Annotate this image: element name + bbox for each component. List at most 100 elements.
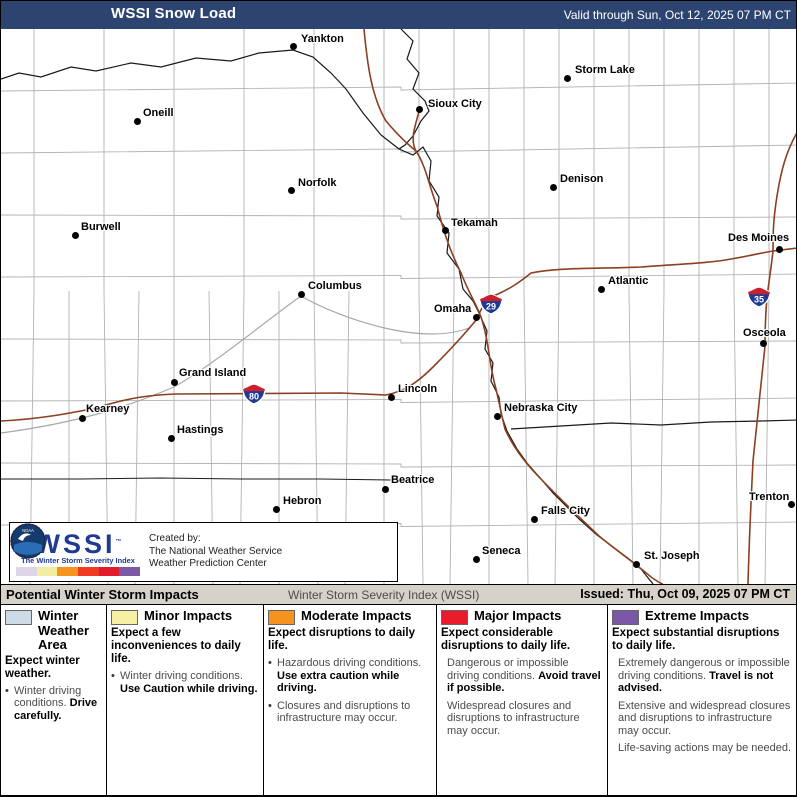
city-dot-storm-lake	[564, 75, 571, 82]
wssi-credit-box: WSSI™ The Winter Storm Severity Index NO…	[9, 522, 398, 582]
legend-column-moderate-impacts: Moderate Impacts Expect disruptions to da…	[264, 605, 437, 795]
legend-swatch-extreme-impacts	[612, 610, 639, 625]
map-canvas[interactable]: Yankton Storm Lake Sioux City Oneill Norfolk…	[1, 29, 796, 584]
legend-header-major-impacts: Major Impacts	[441, 608, 602, 625]
city-dot-st-joseph	[633, 561, 640, 568]
legend-item: Widespread closures and disruptions to i…	[441, 700, 602, 738]
issued-timestamp: Issued: Thu, Oct 09, 2025 07 PM CT	[580, 587, 790, 601]
legend-summary: Expect winter weather.	[5, 654, 80, 680]
info-bar-title: Potential Winter Storm Impacts	[6, 587, 199, 602]
city-label: Storm Lake	[575, 64, 635, 76]
legend-item: • Hazardous driving conditions. Use extra…	[268, 657, 431, 695]
city-dot-hebron	[273, 506, 280, 513]
title-bar: WSSI Snow Load Valid through Sun, Oct 12…	[1, 1, 796, 29]
city-label: Seneca	[482, 545, 521, 557]
legend-summary: Expect substantial disruptions to daily …	[612, 627, 780, 652]
city-dot-sioux-city	[416, 106, 423, 113]
city-dot-columbus	[298, 291, 305, 298]
city-dot-trenton	[788, 501, 795, 508]
legend-summary: Expect disruptions to daily life.	[268, 627, 415, 652]
legend-item-text: Extremely dangerous or impossible drivin…	[618, 657, 790, 694]
legend-summary: Expect considerable disruptions to daily…	[441, 627, 571, 652]
city-dot-kearney	[79, 415, 86, 422]
city-label: Omaha	[434, 303, 472, 315]
bullet-marker: •	[268, 657, 272, 669]
city-dot-denison	[550, 184, 557, 191]
colorbar-segment	[16, 566, 37, 576]
city-dot-grand-island	[171, 379, 178, 386]
legend-item: Life-saving actions may be needed.	[612, 742, 793, 755]
legend-title: Minor Impacts	[144, 608, 233, 623]
legend-item: • Closures and disruptions to infrastruct…	[268, 700, 431, 725]
wssi-tagline: The Winter Storm Severity Index	[21, 555, 135, 565]
city-label: Norfolk	[298, 177, 337, 189]
city-label: Columbus	[308, 280, 362, 292]
page-title: WSSI Snow Load	[111, 5, 237, 22]
city-label: Hastings	[177, 424, 224, 436]
city-dot-lincoln	[388, 394, 395, 401]
city-label: Osceola	[743, 327, 786, 339]
city-dot-burwell	[72, 232, 79, 239]
city-dot-seneca	[473, 556, 480, 563]
city-dot-atlantic	[598, 286, 605, 293]
colorbar-segment	[119, 566, 141, 576]
trademark-symbol: ™	[115, 538, 122, 545]
created-by-line: Created by:	[149, 533, 201, 545]
platte-river-line	[1, 295, 470, 434]
legend-item: Dangerous or impossible driving conditio…	[441, 657, 602, 695]
legend-item-text: Extensive and widespread closures and di…	[618, 699, 791, 737]
svg-text:29: 29	[486, 302, 496, 312]
colorbar-segment	[57, 566, 79, 576]
city-label: Yankton	[301, 33, 344, 45]
colorbar-segment	[98, 566, 120, 576]
legend-header-minor-impacts: Minor Impacts	[111, 608, 258, 625]
city-label: Tekamah	[451, 217, 498, 229]
map-linework	[1, 29, 796, 584]
legend-item: • Winter driving conditions. Use Caution …	[111, 670, 258, 695]
legend-item-text: Widespread closures and disruptions to i…	[447, 699, 580, 737]
legend-header-moderate-impacts: Moderate Impacts	[268, 608, 431, 625]
svg-text:NOAA: NOAA	[22, 528, 34, 533]
city-dot-nebraska-city	[494, 413, 501, 420]
city-dot-falls-city	[531, 516, 538, 523]
bullet-marker: •	[5, 684, 9, 697]
noaa-seal-icon: NOAA	[10, 523, 46, 559]
legend-item-text: Life-saving actions may be needed.	[618, 742, 792, 754]
city-dot-beatrice	[382, 486, 389, 493]
legend-item-text: Dangerous or impossible driving conditio…	[447, 657, 601, 694]
city-label: Kearney	[86, 403, 130, 415]
legend-title: Major Impacts	[474, 608, 562, 623]
created-by-line: The National Weather Service	[149, 545, 283, 557]
legend-header-winter-weather-area: Winter Weather Area	[5, 608, 101, 653]
legend-item-text: Winter driving conditions. Use Caution w…	[120, 670, 258, 695]
city-label: Grand Island	[179, 367, 247, 379]
legend-item: • Winter driving conditions. Drive carefu…	[5, 685, 101, 723]
colorbar-segment	[78, 566, 99, 576]
city-label: Lincoln	[398, 383, 438, 395]
city-label: St. Joseph	[644, 550, 700, 562]
legend-column-minor-impacts: Minor Impacts Expect a few inconveniences…	[107, 605, 264, 795]
info-bar-product-name: Winter Storm Severity Index (WSSI)	[288, 588, 480, 602]
wssi-wordmark: WSSI	[34, 528, 116, 559]
city-label: Hebron	[283, 495, 322, 507]
legend-item-text: Hazardous driving conditions. Use extra …	[277, 657, 422, 694]
legend-swatch-moderate-impacts	[268, 610, 295, 625]
city-dot-osceola	[760, 340, 767, 347]
interstate-80-shield-icon: 80	[241, 382, 267, 406]
wssi-logo: WSSI™ The Winter Storm Severity Index	[16, 528, 141, 576]
colorbar-segment	[36, 566, 58, 576]
highway-river-lines	[1, 29, 796, 584]
city-label: Oneill	[143, 107, 174, 119]
legend-column-winter-weather-area: Winter Weather Area Expect winter weather…	[1, 605, 107, 795]
legend-item-text: Winter driving conditions. Drive careful…	[14, 684, 98, 722]
city-label: Falls City	[541, 505, 590, 517]
bullet-marker: •	[111, 670, 115, 682]
city-dot-des-moines	[776, 246, 783, 253]
legend-title: Winter Weather Area	[38, 608, 90, 652]
svg-text:35: 35	[754, 295, 764, 305]
legend-item-text: Closures and disruptions to infrastructu…	[277, 699, 411, 725]
valid-through-label: Valid through Sun, Oct 12, 2025 07 PM CT	[563, 8, 791, 22]
legend-swatch-winter-weather-area	[5, 610, 32, 625]
wssi-severity-colorbar	[16, 566, 141, 576]
